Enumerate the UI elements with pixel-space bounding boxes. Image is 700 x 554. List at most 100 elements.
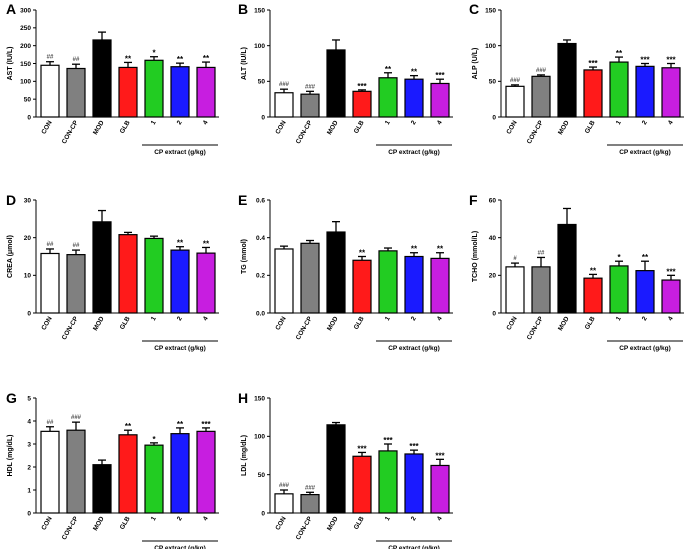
y-tick-label-c: 100 [485, 43, 496, 50]
y-tick-label-b: 50 [258, 79, 266, 86]
x-category-label-f: 1 [615, 315, 623, 322]
y-tick-label-h: 100 [254, 434, 265, 441]
y-tick-label-b: 150 [254, 7, 265, 14]
y-axis-label-g: HDL (mg/dL) [7, 435, 14, 477]
panel-letter-h: H [238, 390, 248, 406]
bar-d-glb [118, 234, 138, 314]
significance-label-d: ## [47, 242, 54, 248]
y-tick-label-c: 150 [485, 7, 496, 14]
bar-h-1 [378, 450, 398, 514]
y-tick-label-a: 150 [20, 61, 31, 68]
significance-label-a: ## [47, 55, 54, 61]
y-tick-label-g: 3 [27, 441, 31, 448]
panel-letter-e: E [238, 192, 247, 208]
y-tick-label-a: 0 [27, 114, 31, 121]
significance-label-c: *** [666, 56, 676, 65]
panel-letter-b: B [238, 1, 248, 17]
x-category-label-h: 4 [436, 515, 444, 522]
x-category-label-b: 2 [410, 119, 418, 126]
x-category-label-e: GLB [353, 315, 366, 331]
bar-f-glb [583, 277, 603, 314]
significance-label-g: ### [71, 415, 82, 421]
bar-h-2 [404, 453, 424, 514]
y-tick-label-d: 0 [27, 310, 31, 317]
x-category-label-b: 4 [436, 119, 444, 126]
bar-d-con-cp [66, 254, 86, 314]
significance-label-d: ** [203, 239, 210, 248]
x-category-label-g: 1 [150, 515, 158, 522]
bar-g-con [40, 430, 60, 514]
significance-label-f: # [513, 256, 517, 262]
bar-c-1 [609, 61, 629, 118]
bar-g-glb [118, 434, 138, 514]
x-category-label-h: CON-CP [295, 515, 314, 541]
x-category-label-h: CON [274, 515, 287, 531]
x-category-label-h: 1 [384, 515, 392, 522]
significance-label-b: ### [279, 82, 290, 88]
significance-label-h: *** [357, 444, 367, 453]
panel-letter-g: G [6, 390, 17, 406]
y-tick-label-a: 300 [20, 7, 31, 14]
bar-g-1 [144, 444, 164, 514]
bar-b-mod [326, 49, 346, 118]
significance-label-b: ** [385, 65, 392, 74]
bar-a-glb [118, 66, 138, 118]
bar-a-1 [144, 59, 164, 118]
x-category-label-a: 4 [202, 119, 210, 126]
x-category-label-a: CON-CP [61, 119, 80, 145]
y-tick-label-f: 0 [492, 310, 496, 317]
significance-label-a: * [152, 49, 156, 58]
significance-label-a: ** [125, 54, 132, 63]
y-tick-label-a: 250 [20, 25, 31, 32]
significance-label-f: * [617, 253, 621, 262]
y-tick-label-a: 100 [20, 79, 31, 86]
bar-f-con-cp [531, 266, 551, 314]
bar-g-4 [196, 430, 216, 514]
bar-f-1 [609, 265, 629, 314]
y-tick-label-b: 0 [261, 114, 265, 121]
significance-label-a: ## [73, 57, 80, 63]
x-category-label-a: 2 [176, 119, 184, 126]
y-tick-label-f: 60 [489, 197, 497, 204]
y-tick-label-d: 10 [24, 273, 32, 280]
bar-b-2 [404, 78, 424, 118]
significance-label-g: ## [47, 420, 54, 426]
significance-label-c: ### [536, 68, 547, 74]
y-tick-label-d: 30 [24, 197, 32, 204]
x-category-label-h: 2 [410, 515, 418, 522]
y-tick-label-c: 50 [489, 79, 497, 86]
significance-label-h: *** [435, 451, 445, 460]
significance-label-c: ### [510, 78, 521, 84]
x-category-label-e: 1 [384, 315, 392, 322]
x-category-label-c: CON-CP [526, 119, 545, 145]
significance-label-h: *** [409, 442, 419, 451]
significance-label-b: ** [411, 68, 418, 77]
significance-label-d: ** [177, 239, 184, 248]
bar-f-2 [635, 270, 655, 314]
y-tick-label-b: 100 [254, 43, 265, 50]
x-category-label-c: CON [505, 119, 518, 135]
x-category-label-a: 1 [150, 119, 158, 126]
group-label-d: CP extract (g/kg) [154, 345, 206, 352]
y-axis-label-e: TG (mmol) [241, 239, 248, 274]
bar-a-mod [92, 39, 112, 118]
x-category-label-g: MOD [92, 515, 106, 532]
significance-label-h: *** [383, 436, 393, 445]
bar-e-con-cp [300, 242, 320, 314]
bar-h-con [274, 493, 294, 514]
bar-c-con-cp [531, 75, 551, 118]
bar-d-mod [92, 221, 112, 314]
significance-label-b: ### [305, 84, 316, 90]
y-tick-label-a: 200 [20, 43, 31, 50]
bar-g-2 [170, 433, 190, 514]
y-tick-label-h: 0 [261, 510, 265, 517]
x-category-label-b: GLB [353, 119, 366, 135]
bar-a-con-cp [66, 67, 86, 118]
significance-label-c: *** [640, 56, 650, 65]
panel-letter-c: C [469, 1, 479, 17]
bar-c-4 [661, 67, 681, 118]
x-category-label-d: CON-CP [61, 315, 80, 341]
bar-b-glb [352, 90, 372, 118]
